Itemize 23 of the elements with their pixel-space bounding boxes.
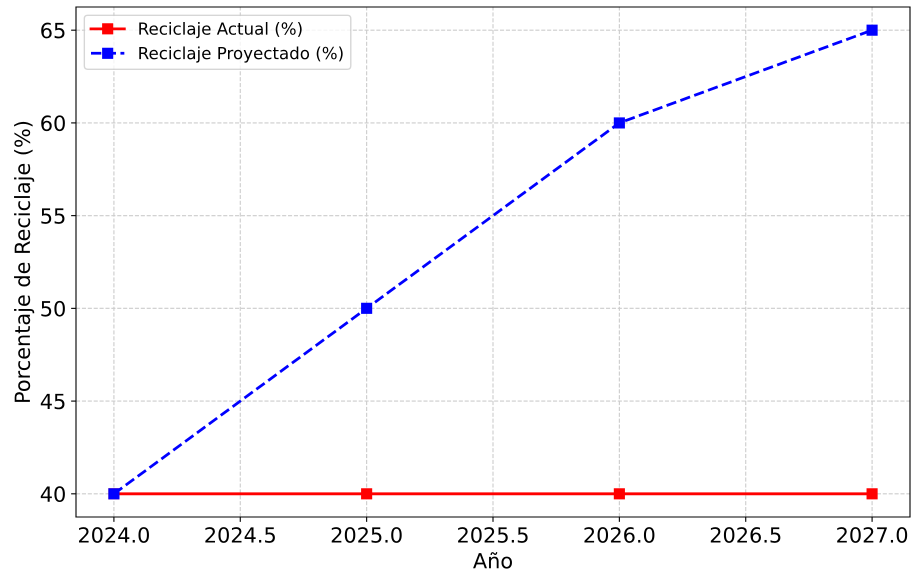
y-tick-label: 55 <box>41 208 64 224</box>
point <box>614 488 625 500</box>
point <box>866 488 878 500</box>
y-tick-label: 40 <box>40 486 65 502</box>
x-tick-label: 2025.0 <box>332 527 402 543</box>
y-tick-label: 45 <box>40 394 64 410</box>
legend-label: Reciclaje Actual (%) <box>139 22 302 38</box>
y-tick-label: 60 <box>41 115 65 132</box>
point <box>866 24 878 36</box>
y-tick-label: 65 <box>41 22 64 38</box>
legend-label: Reciclaje Proyectado (%) <box>139 46 343 63</box>
x-tick-label: 2024.5 <box>205 527 275 543</box>
point <box>361 488 372 500</box>
x-tick-label: 2027.0 <box>837 527 908 543</box>
x-tick-label: 2025.5 <box>458 527 528 543</box>
y-axis-title: Porcentaje de Reciclaje (%) <box>14 122 34 402</box>
y-tick-label: 50 <box>41 300 65 317</box>
point <box>614 117 625 128</box>
x-tick-label: 2024.0 <box>78 527 149 543</box>
x-axis-title: Año <box>473 552 512 569</box>
x-tick-label: 2026.5 <box>710 527 780 543</box>
point <box>361 302 372 314</box>
x-tick-label: 2026.0 <box>584 527 654 543</box>
